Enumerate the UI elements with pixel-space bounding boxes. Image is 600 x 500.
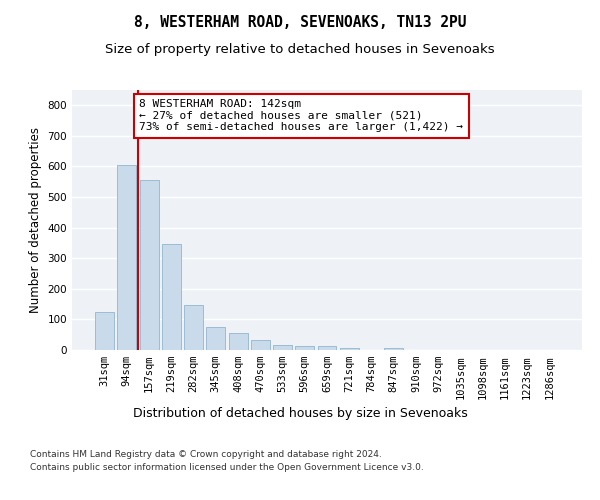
Bar bbox=[162, 244, 181, 350]
Bar bbox=[229, 333, 248, 350]
Bar bbox=[317, 346, 337, 350]
Bar bbox=[184, 304, 203, 350]
Bar bbox=[273, 346, 292, 350]
Bar bbox=[340, 348, 359, 350]
Text: Contains HM Land Registry data © Crown copyright and database right 2024.: Contains HM Land Registry data © Crown c… bbox=[30, 450, 382, 459]
Text: Contains public sector information licensed under the Open Government Licence v3: Contains public sector information licen… bbox=[30, 462, 424, 471]
Y-axis label: Number of detached properties: Number of detached properties bbox=[29, 127, 42, 313]
Bar bbox=[206, 327, 225, 350]
Text: Distribution of detached houses by size in Sevenoaks: Distribution of detached houses by size … bbox=[133, 408, 467, 420]
Bar bbox=[95, 312, 114, 350]
Bar bbox=[251, 340, 270, 350]
Bar bbox=[384, 348, 403, 350]
Text: 8, WESTERHAM ROAD, SEVENOAKS, TN13 2PU: 8, WESTERHAM ROAD, SEVENOAKS, TN13 2PU bbox=[134, 15, 466, 30]
Bar bbox=[295, 346, 314, 350]
Text: 8 WESTERHAM ROAD: 142sqm
← 27% of detached houses are smaller (521)
73% of semi-: 8 WESTERHAM ROAD: 142sqm ← 27% of detach… bbox=[139, 99, 463, 132]
Text: Size of property relative to detached houses in Sevenoaks: Size of property relative to detached ho… bbox=[105, 42, 495, 56]
Bar bbox=[140, 180, 158, 350]
Bar bbox=[118, 165, 136, 350]
